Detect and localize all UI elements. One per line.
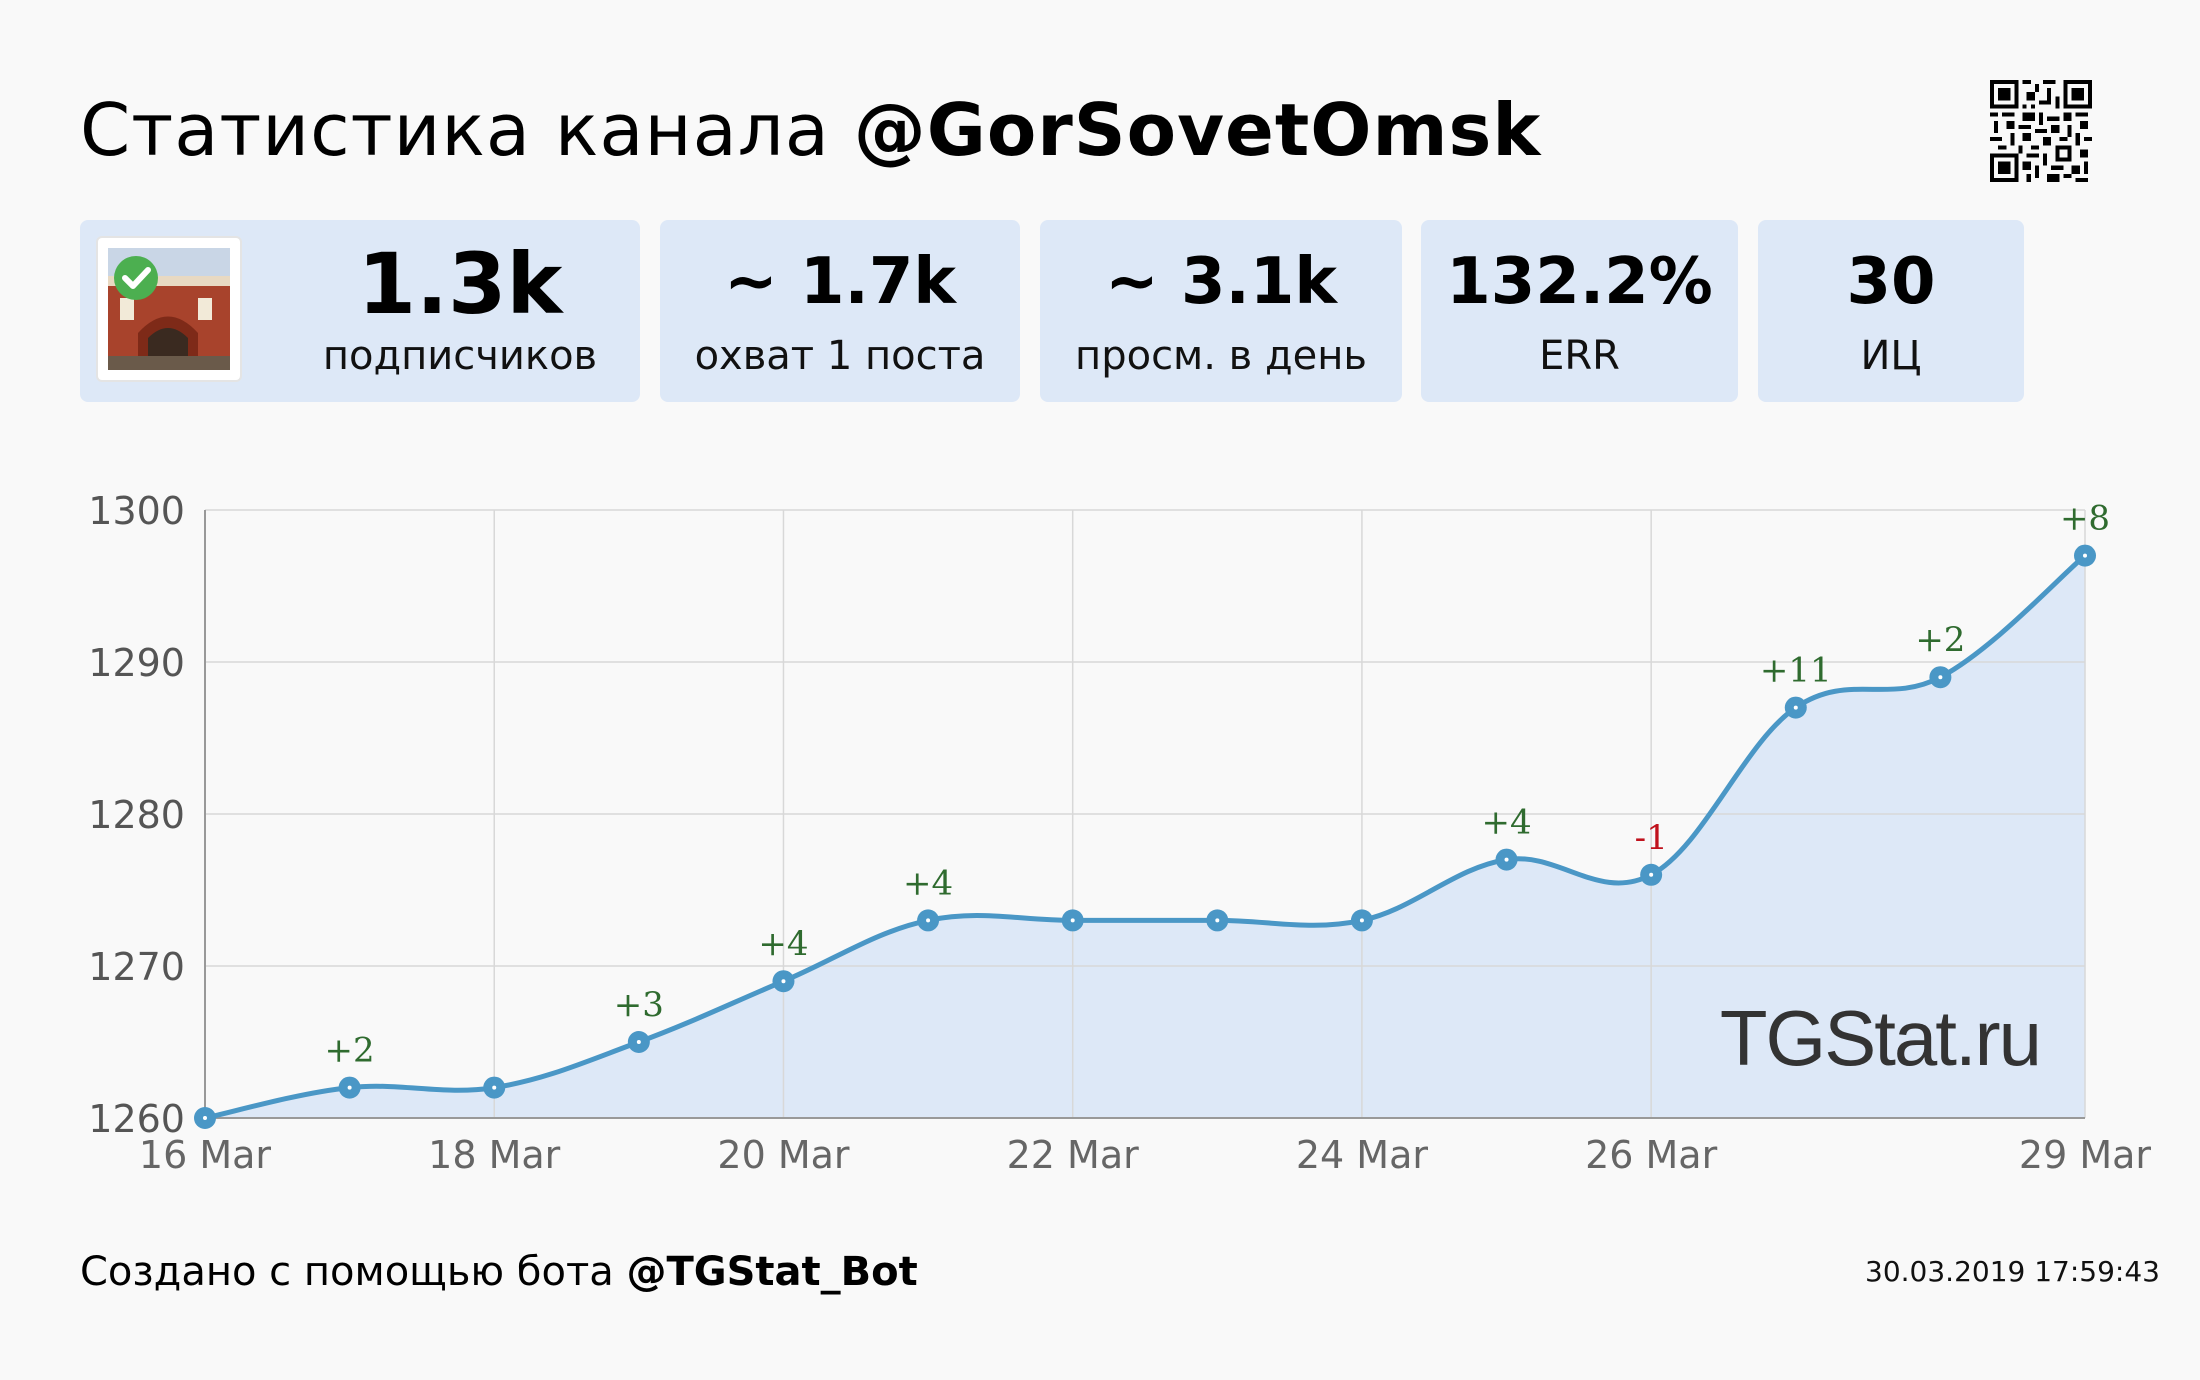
stat-citation-index: 30 ИЦ bbox=[1758, 220, 2024, 402]
data-point-center bbox=[492, 1085, 497, 1090]
stat-value: 132.2% bbox=[1446, 245, 1713, 319]
y-tick-label: 1270 bbox=[88, 945, 185, 989]
page-title: Статистика канала @GorSovetOmsk bbox=[80, 82, 1541, 178]
data-point-center bbox=[1215, 918, 1220, 923]
data-point-center bbox=[1649, 872, 1654, 877]
channel-name: @GorSovetOmsk bbox=[853, 88, 1542, 172]
qr-code-icon bbox=[1990, 80, 2092, 182]
data-point-center bbox=[926, 918, 931, 923]
data-label: +4 bbox=[758, 924, 808, 964]
stat-value: 30 bbox=[1846, 245, 1936, 319]
data-point-center bbox=[1359, 918, 1364, 923]
data-label: +8 bbox=[2060, 499, 2110, 539]
stat-label: ERR bbox=[1539, 333, 1620, 379]
data-point-center bbox=[2083, 553, 2087, 558]
stat-value: ~ 1.7k bbox=[724, 245, 956, 319]
stat-label: просм. в день bbox=[1075, 333, 1367, 379]
data-label: -1 bbox=[1635, 818, 1668, 858]
timestamp: 30.03.2019 17:59:43 bbox=[1865, 1255, 2160, 1288]
data-point-center bbox=[1070, 918, 1075, 923]
x-tick-label: 20 Mar bbox=[717, 1133, 850, 1177]
footer-credit: Создано с помощью бота @TGStat_Bot bbox=[80, 1246, 918, 1298]
subscribers-chart: 1260 1270 1280 1290 1300 16 Mar 18 Mar 20 Mar 22… bbox=[88, 489, 2152, 1177]
x-tick-label: 16 Mar bbox=[139, 1133, 272, 1177]
x-tick-label: 29 Mar bbox=[2019, 1133, 2152, 1177]
data-label: +2 bbox=[325, 1031, 375, 1071]
data-point-center bbox=[1938, 675, 1943, 680]
stat-daily-views: ~ 3.1k просм. в день bbox=[1040, 220, 1402, 402]
stat-subscribers: 1.3k подписчиков bbox=[80, 220, 640, 402]
data-point-center bbox=[1504, 857, 1509, 862]
stat-reach: ~ 1.7k охват 1 поста bbox=[660, 220, 1020, 402]
watermark-logo: TGStat.ru bbox=[1720, 994, 2040, 1082]
stat-value: 1.3k bbox=[357, 235, 563, 333]
x-tick-label: 18 Mar bbox=[428, 1133, 561, 1177]
y-tick-label: 1300 bbox=[88, 489, 185, 533]
x-tick-label: 24 Mar bbox=[1296, 1133, 1429, 1177]
x-tick-label: 26 Mar bbox=[1585, 1133, 1718, 1177]
stat-label: подписчиков bbox=[322, 333, 598, 379]
y-tick-label: 1280 bbox=[88, 793, 185, 837]
bot-link[interactable]: @TGStat_Bot bbox=[626, 1249, 918, 1295]
footer-prefix: Создано с помощью бота bbox=[80, 1249, 614, 1295]
data-label: +11 bbox=[1760, 651, 1832, 691]
stat-err: 132.2% ERR bbox=[1421, 220, 1738, 402]
data-point-center bbox=[781, 979, 786, 984]
data-label: +4 bbox=[1481, 803, 1531, 843]
stat-value: ~ 3.1k bbox=[1105, 245, 1337, 319]
stat-label: ИЦ bbox=[1860, 333, 1922, 379]
stats-row: 1.3k подписчиков ~ 1.7k охват 1 поста ~ … bbox=[0, 220, 2200, 402]
data-point-center bbox=[203, 1116, 207, 1120]
data-label: +2 bbox=[1915, 620, 1965, 660]
stat-label: охват 1 поста bbox=[694, 333, 986, 379]
data-point-center bbox=[636, 1040, 641, 1044]
y-tick-label: 1260 bbox=[88, 1097, 185, 1141]
data-point-center bbox=[1793, 705, 1798, 710]
y-tick-label: 1290 bbox=[88, 641, 185, 685]
data-label: +3 bbox=[614, 985, 664, 1025]
channel-avatar-image bbox=[108, 248, 230, 370]
data-label: +4 bbox=[903, 863, 953, 903]
channel-avatar bbox=[96, 236, 242, 382]
x-tick-label: 22 Mar bbox=[1007, 1133, 1140, 1177]
title-prefix: Статистика канала bbox=[80, 88, 830, 172]
chart-area-fill bbox=[205, 555, 2085, 1118]
data-point-center bbox=[347, 1085, 352, 1090]
